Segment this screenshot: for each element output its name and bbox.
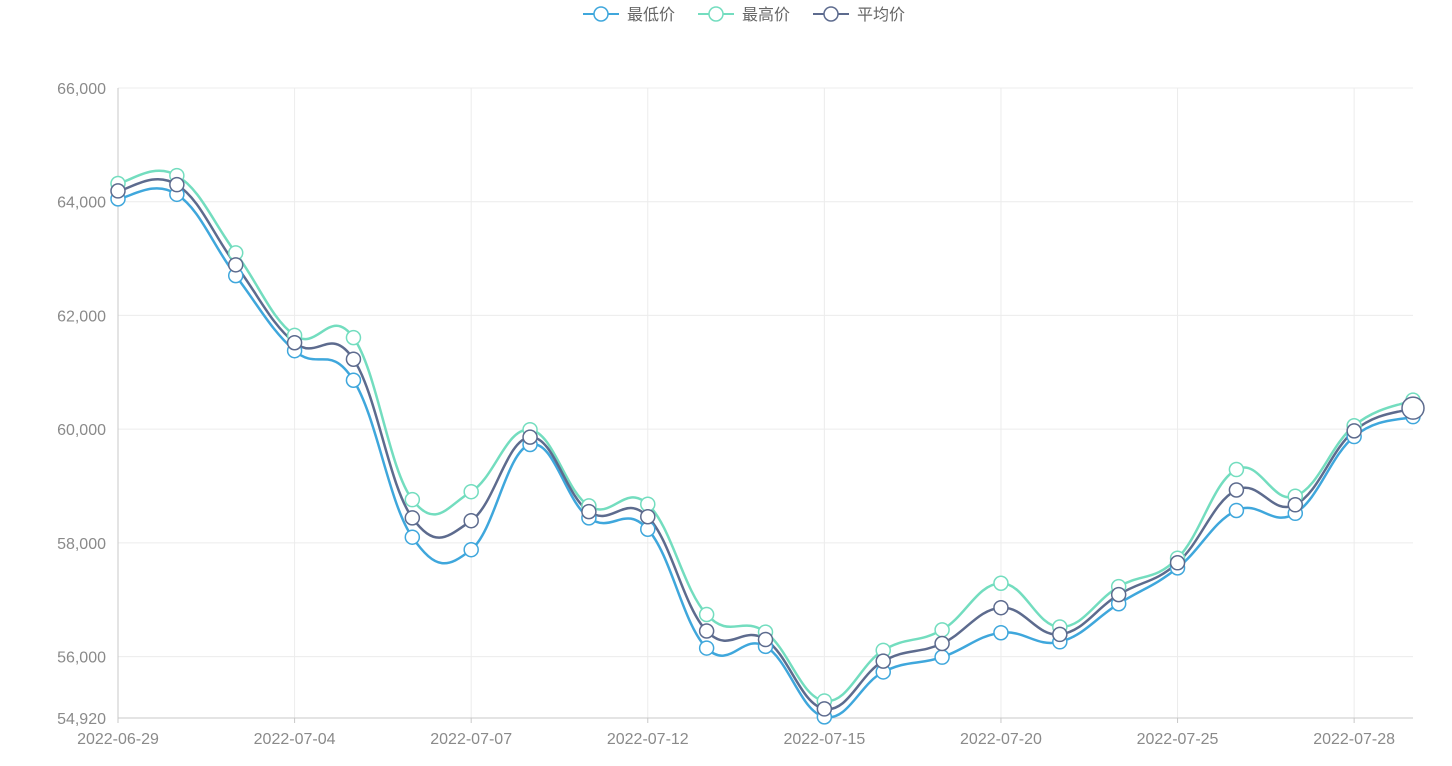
data-point[interactable] [110,183,126,199]
legend-marker-icon [593,6,609,22]
y-tick-label: 62,000 [57,308,106,325]
data-point[interactable] [404,510,421,526]
data-point[interactable] [757,631,774,648]
data-point[interactable] [227,257,244,273]
legend-marker-icon [823,6,839,22]
data-point[interactable] [934,635,950,652]
data-point[interactable] [345,372,362,389]
x-tick-label: 2022-07-04 [254,731,336,748]
data-point[interactable] [1228,461,1245,478]
data-point[interactable] [993,575,1009,591]
series-points[interactable] [110,167,1425,725]
data-point[interactable] [522,429,538,445]
data-point[interactable] [640,508,656,525]
series-line-0 [117,187,1414,719]
data-point[interactable] [1228,482,1245,498]
data-point[interactable] [1287,497,1304,513]
data-point[interactable] [698,623,715,639]
legend-marker-icon [708,6,724,22]
data-point[interactable] [1110,586,1127,603]
y-tick-label: 54,920 [57,711,106,728]
data-point[interactable] [463,541,479,558]
data-point[interactable] [1052,626,1068,643]
legend-label: 最低价 [627,6,675,24]
legend[interactable]: 最低价 最高价 平均价 [583,6,905,24]
data-point[interactable] [404,529,421,545]
data-point[interactable] [463,483,479,500]
y-tick-label: 60,000 [57,422,106,439]
data-point[interactable] [169,176,185,193]
y-tick-label: 56,000 [57,650,106,667]
data-point[interactable] [1169,555,1186,571]
data-point[interactable] [934,649,950,665]
series-lines [117,169,1414,719]
y-tick-label: 64,000 [57,195,106,212]
data-point[interactable] [286,334,303,351]
data-point[interactable] [345,351,362,367]
series-line-2 [117,178,1414,711]
y-tick-label: 66,000 [57,81,106,98]
x-tick-label: 2022-07-12 [607,731,689,748]
data-point[interactable] [698,640,715,656]
y-tick-label: 58,000 [57,536,106,553]
x-tick-label: 2022-07-25 [1137,731,1219,748]
axes: 54,920 56,000 58,000 60,000 62,000 64,000 66,0… [57,81,1413,748]
data-point[interactable] [1401,396,1425,420]
data-point[interactable] [1228,502,1245,519]
data-point[interactable] [404,491,421,508]
data-point[interactable] [1346,423,1362,439]
legend-item-0[interactable]: 最低价 [583,6,675,24]
data-point[interactable] [934,622,950,638]
data-point[interactable] [463,512,479,529]
data-point[interactable] [875,653,891,669]
legend-item-2[interactable]: 平均价 [813,6,905,24]
series-line-1 [117,169,1414,703]
data-point[interactable] [993,599,1009,616]
x-tick-label: 2022-07-07 [430,731,512,748]
legend-label: 最高价 [742,6,790,24]
legend-item-1[interactable]: 最高价 [698,6,790,24]
grid [118,87,1413,718]
x-tick-label: 2022-06-29 [77,731,159,748]
x-tick-label: 2022-07-15 [783,731,865,748]
data-point[interactable] [993,624,1009,641]
x-tick-label: 2022-07-28 [1313,731,1395,748]
x-tick-label: 2022-07-20 [960,731,1042,748]
data-point[interactable] [581,503,597,520]
data-point[interactable] [345,329,362,346]
legend-label: 平均价 [857,6,905,24]
data-point[interactable] [698,606,715,623]
data-point[interactable] [816,701,833,717]
